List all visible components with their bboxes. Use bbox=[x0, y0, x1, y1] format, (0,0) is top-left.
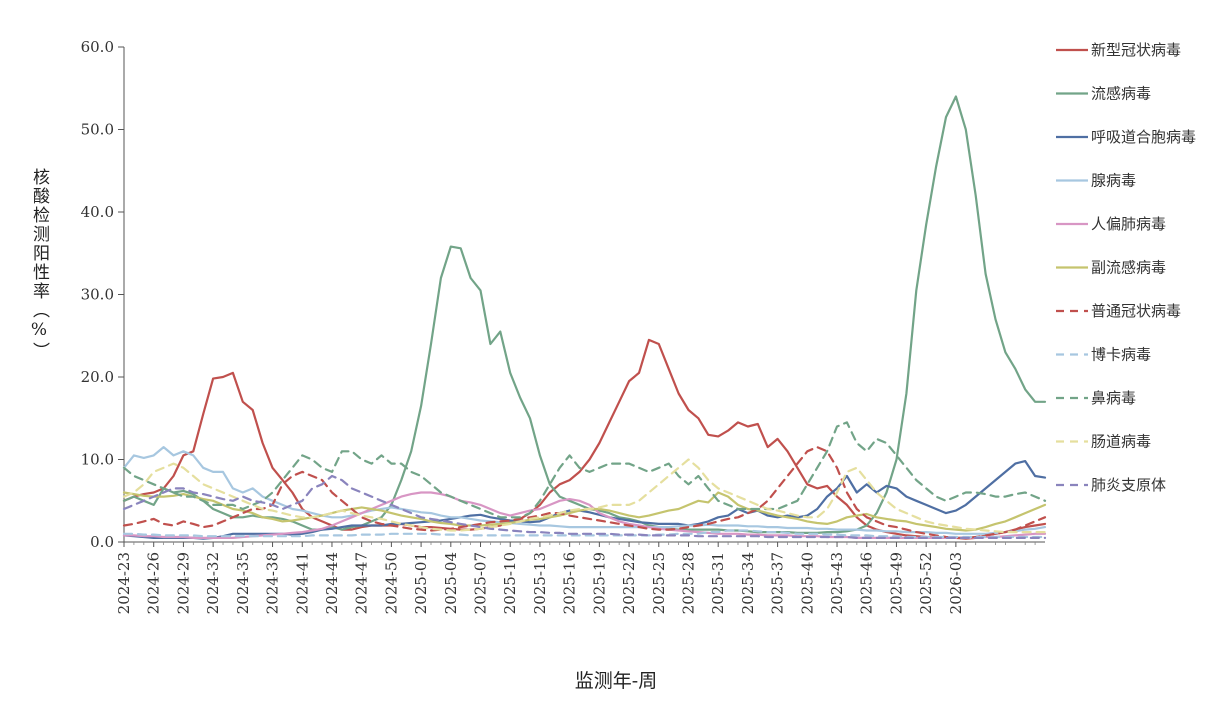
series-line-10 bbox=[122, 458, 1047, 534]
y-tick-label: 10.0 bbox=[81, 451, 114, 469]
x-tick-label: 2025-52 bbox=[917, 552, 935, 614]
x-tick-label: 2024-44 bbox=[323, 552, 341, 614]
x-tick-label: 2024-50 bbox=[382, 552, 400, 614]
legend-label-3: 呼吸道合胞病毒 bbox=[1091, 128, 1196, 146]
y-tick-label: 60.0 bbox=[81, 38, 114, 56]
series-line-7 bbox=[122, 446, 1047, 540]
x-tick-label: 2024-47 bbox=[353, 552, 371, 614]
series-line-1 bbox=[122, 338, 1047, 540]
y-tick-label: 40.0 bbox=[81, 203, 114, 221]
x-tick-label: 2025-28 bbox=[679, 552, 697, 614]
x-tick-label: 2026-03 bbox=[947, 552, 965, 614]
legend-label-6: 副流感病毒 bbox=[1091, 259, 1166, 277]
x-tick-label: 2025-31 bbox=[709, 552, 727, 614]
x-tick-label: 2025-40 bbox=[798, 552, 816, 614]
y-tick-label: 30.0 bbox=[81, 286, 114, 304]
legend-label-9: 鼻病毒 bbox=[1091, 389, 1136, 407]
x-tick-label: 2025-13 bbox=[531, 552, 549, 614]
y-tick-label: 20.0 bbox=[81, 368, 114, 386]
x-tick-label: 2025-25 bbox=[650, 552, 668, 614]
x-tick-label: 2024-35 bbox=[234, 552, 252, 614]
legend-label-4: 腺病毒 bbox=[1091, 172, 1136, 190]
x-tick-label: 2025-22 bbox=[620, 552, 638, 614]
x-tick-label: 2024-29 bbox=[174, 552, 192, 614]
x-tick-label: 2025-34 bbox=[739, 552, 757, 614]
legend-label-7: 普通冠状病毒 bbox=[1091, 302, 1181, 320]
y-tick-label: 50.0 bbox=[81, 121, 114, 139]
x-axis-label: 监测年-周 bbox=[574, 670, 658, 692]
x-tick-label: 2025-37 bbox=[769, 552, 787, 614]
x-tick-label: 2025-46 bbox=[858, 552, 876, 614]
x-tick-label: 2024-32 bbox=[204, 552, 222, 614]
x-tick-label: 2024-23 bbox=[115, 552, 133, 614]
x-tick-label: 2025-01 bbox=[412, 552, 430, 614]
x-tick-label: 2024-26 bbox=[145, 552, 163, 614]
x-tick-label: 2025-43 bbox=[828, 552, 846, 614]
x-tick-label: 2025-10 bbox=[501, 552, 519, 614]
x-tick-label: 2025-04 bbox=[442, 552, 460, 614]
x-tick-label: 2025-19 bbox=[590, 552, 608, 614]
legend-label-10: 肠道病毒 bbox=[1091, 433, 1151, 451]
x-tick-label: 2024-41 bbox=[293, 552, 311, 614]
x-tick-label: 2024-38 bbox=[264, 552, 282, 614]
legend-label-11: 肺炎支原体 bbox=[1091, 476, 1166, 494]
legend-label-1: 新型冠状病毒 bbox=[1091, 41, 1181, 59]
series-line-9 bbox=[122, 421, 1047, 519]
legend-label-2: 流感病毒 bbox=[1091, 85, 1151, 103]
x-tick-label: 2025-07 bbox=[472, 552, 490, 614]
x-tick-label: 2025-49 bbox=[887, 552, 905, 614]
series-line-8 bbox=[122, 529, 1047, 539]
legend-label-8: 博卡病毒 bbox=[1091, 346, 1151, 364]
y-axis-label: 核酸检测阳性率（%） bbox=[29, 168, 49, 361]
series-line-2 bbox=[122, 95, 1047, 535]
series-line-4 bbox=[122, 446, 1047, 535]
series-line-11 bbox=[122, 474, 1047, 540]
legend-label-5: 人偏肺病毒 bbox=[1091, 215, 1166, 233]
y-tick-label: 0.0 bbox=[90, 533, 114, 551]
x-tick-label: 2025-16 bbox=[561, 552, 579, 614]
